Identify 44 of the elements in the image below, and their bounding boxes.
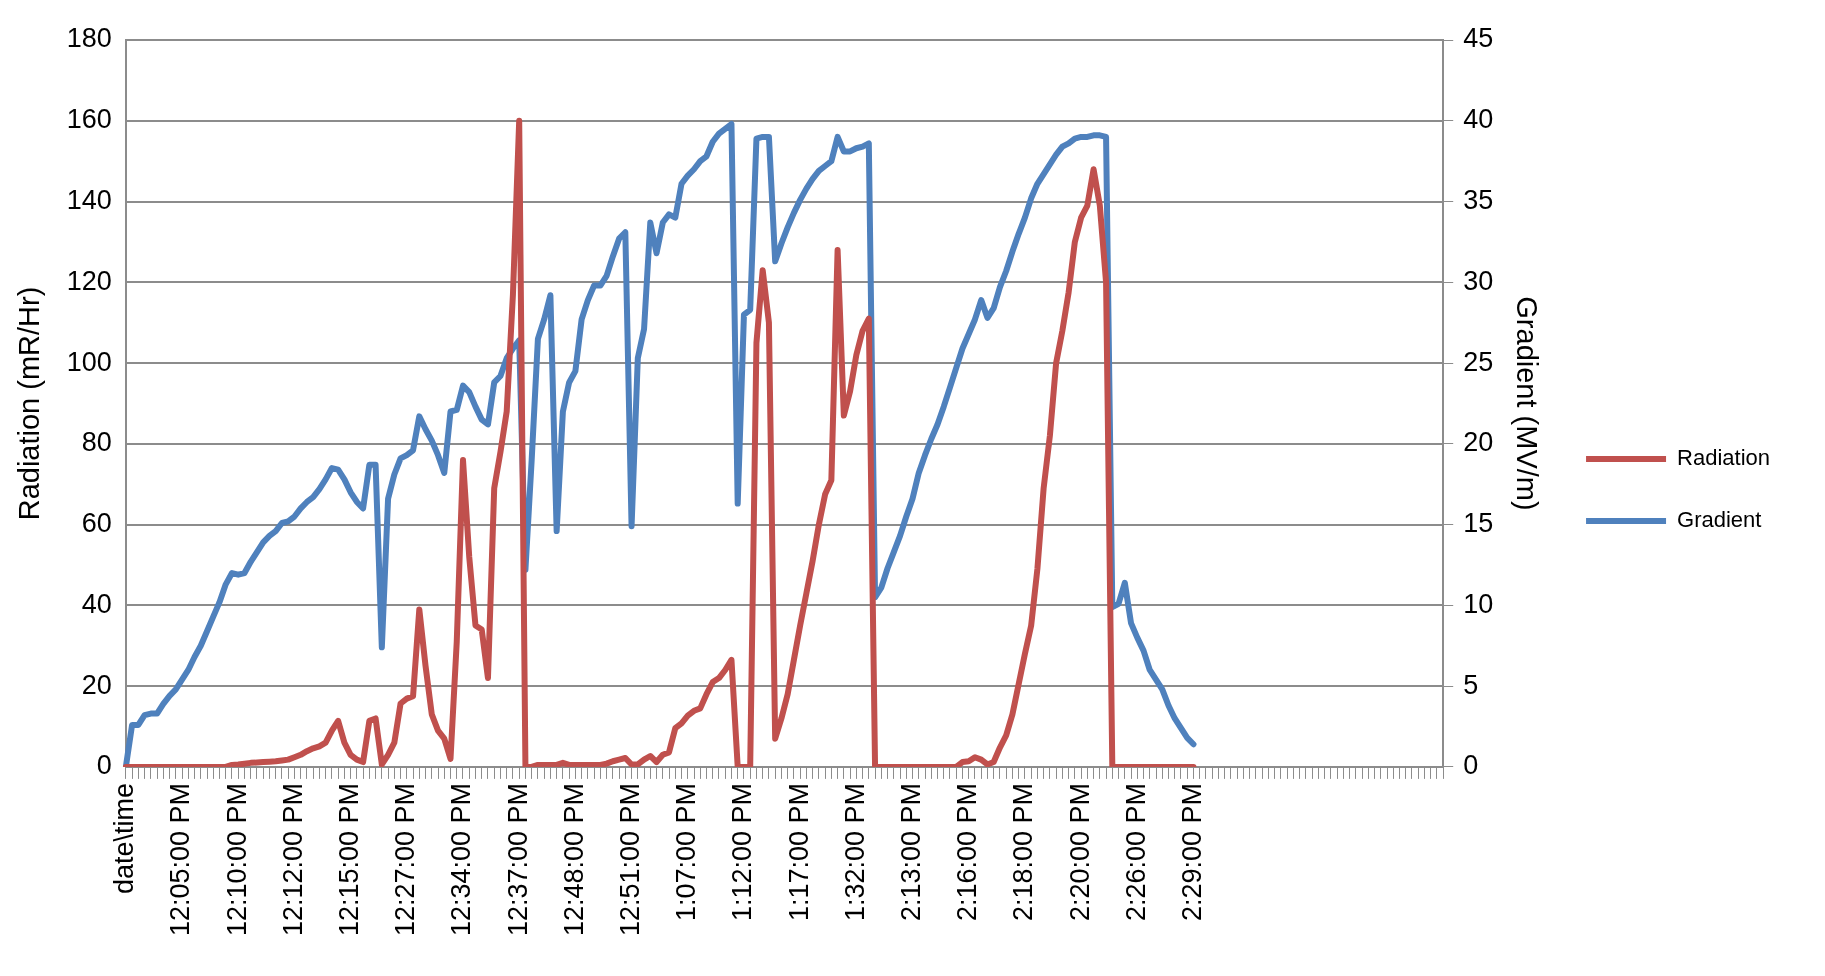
x-tick-label: 12:15:00 PM (334, 782, 365, 937)
x-tick-label: 12:48:00 PM (558, 782, 589, 937)
x-tick-label: 12:51:00 PM (615, 782, 646, 937)
y-axis-title: Radiation (mR/Hr) (13, 286, 46, 521)
y-tick-label: 20 (81, 669, 112, 700)
y2-tick-label: 40 (1463, 104, 1494, 135)
legend-label: Radiation (1677, 445, 1770, 471)
x-tick-label: 12:10:00 PM (221, 782, 252, 937)
y-tick-label: 40 (81, 588, 112, 619)
y-tick-label: 140 (66, 184, 112, 215)
x-tick-label: 12:27:00 PM (390, 782, 421, 937)
y-tick-label: 80 (81, 427, 112, 458)
y-tick-label: 160 (66, 104, 112, 135)
x-tick-label: 1:12:00 PM (727, 782, 758, 921)
x-tick-label: 2:20:00 PM (1064, 782, 1095, 921)
x-tick-label: 12:34:00 PM (446, 782, 477, 937)
x-tick-label: 12:12:00 PM (277, 782, 308, 937)
y2-tick-label: 30 (1463, 265, 1494, 296)
y-tick-label: 100 (66, 346, 112, 377)
x-tick-label: 1:07:00 PM (671, 782, 702, 921)
x-tick-label: 12:05:00 PM (165, 782, 196, 937)
y-tick-label: 120 (66, 265, 112, 296)
x-tick-label: 2:18:00 PM (1008, 782, 1039, 921)
y2-tick-label: 20 (1463, 427, 1494, 458)
y2-tick-label: 15 (1463, 508, 1494, 539)
y2-tick-label: 45 (1463, 23, 1494, 54)
x-tick-label: 1:32:00 PM (839, 782, 870, 921)
x-tick-label: 12:37:00 PM (502, 782, 533, 937)
x-tick-label: date\time (109, 782, 140, 894)
y2-tick-label: 10 (1463, 588, 1494, 619)
x-tick-label: 1:17:00 PM (783, 782, 814, 921)
x-tick-label: 2:13:00 PM (895, 782, 926, 921)
x-tick-label: 2:29:00 PM (1176, 782, 1207, 921)
y2-axis-title: Gradient (MV/m) (1510, 296, 1543, 511)
y-tick-label: 60 (81, 508, 112, 539)
x-tick-label: 2:16:00 PM (952, 782, 983, 921)
y2-tick-label: 35 (1463, 184, 1494, 215)
y-tick-label: 0 (96, 750, 112, 781)
y-tick-label: 180 (66, 23, 112, 54)
y2-tick-label: 5 (1463, 669, 1479, 700)
legend-label: Gradient (1677, 507, 1762, 533)
y2-tick-label: 0 (1463, 750, 1479, 781)
y2-tick-label: 25 (1463, 346, 1494, 377)
x-tick-label: 2:26:00 PM (1120, 782, 1151, 921)
